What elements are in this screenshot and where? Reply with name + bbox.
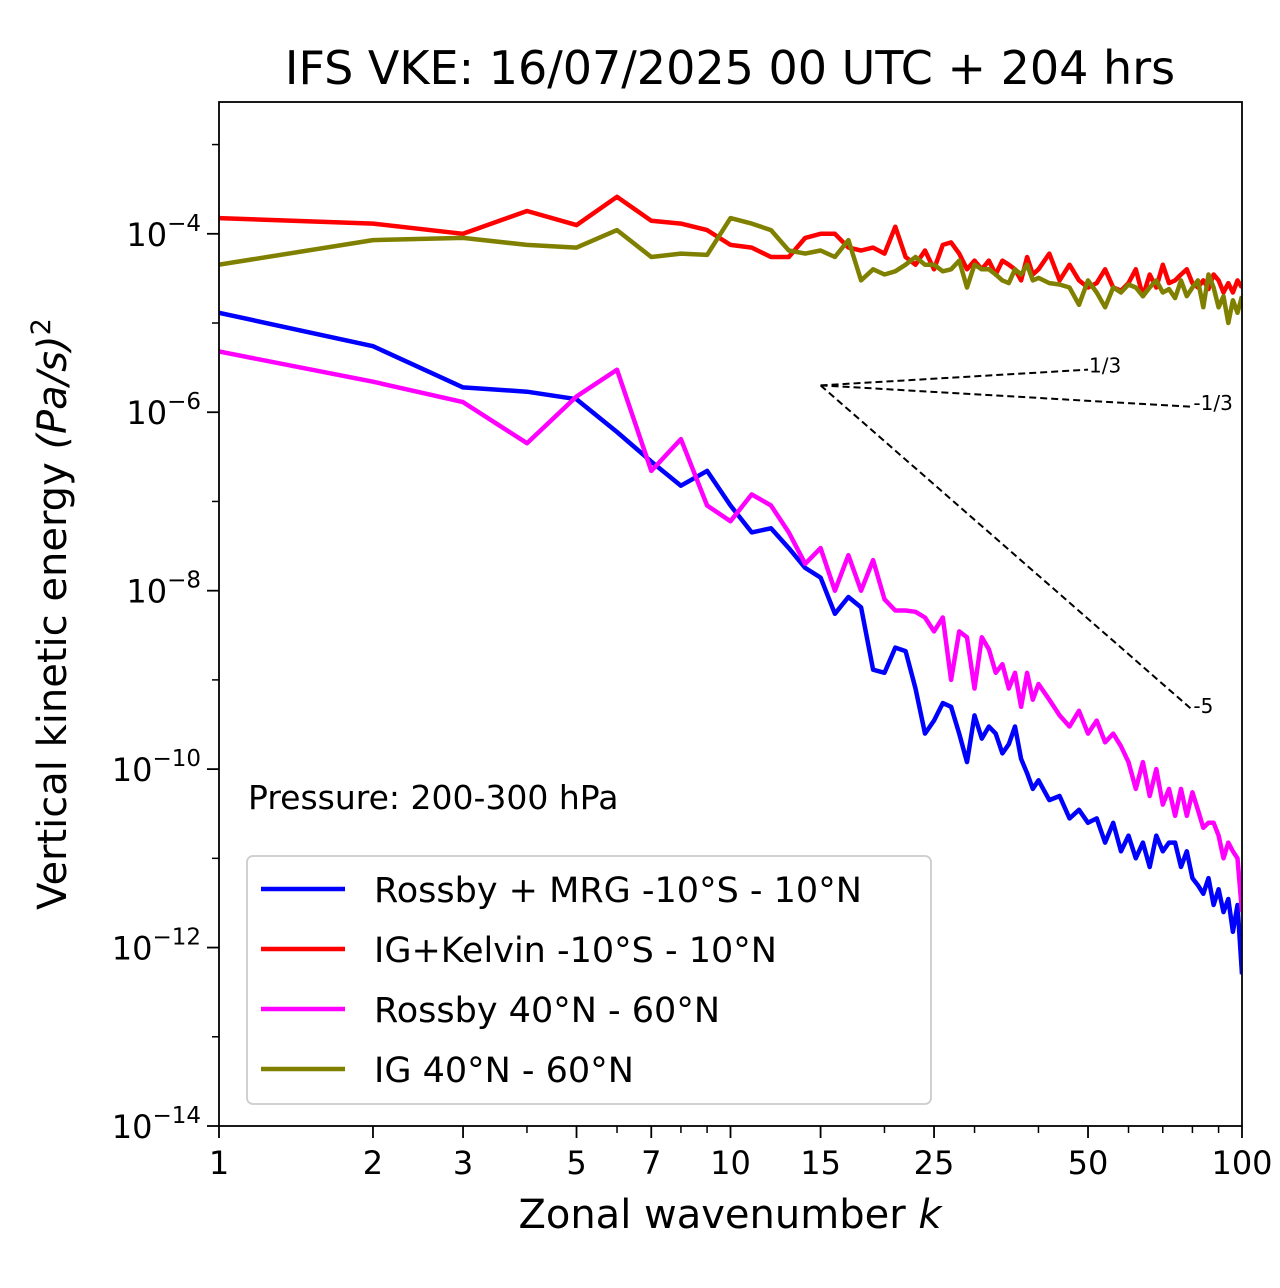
series-line-1: [219, 194, 1242, 299]
reference-line-2: [819, 384, 1194, 711]
y-tick-label: 10−4: [126, 211, 201, 254]
legend: Rossby + MRG -10°S - 10°N IG+Kelvin -10°…: [246, 855, 932, 1105]
y-tick-label: 10−14: [112, 1103, 201, 1146]
x-tick-label: 5: [566, 1144, 586, 1182]
reference-lines: 1/3 -1/3 -5: [819, 354, 1233, 718]
reference-line-label-1: -1/3: [1193, 391, 1232, 415]
reference-line-label-2: -5: [1193, 694, 1213, 718]
y-tick-label: 10−10: [112, 746, 201, 789]
x-axis-label: Zonal wavenumber k: [518, 1192, 943, 1238]
y-tick-label: 10−8: [126, 568, 201, 611]
legend-box: [246, 855, 932, 1105]
series-line-3: [219, 215, 1242, 326]
x-tick-label: 25: [914, 1144, 955, 1182]
x-tick-label: 3: [453, 1144, 473, 1182]
pressure-annotation: Pressure: 200-300 hPa: [248, 778, 618, 817]
legend-label-rossby-mrg: Rossby + MRG -10°S - 10°N: [374, 871, 862, 911]
legend-label-ig-kelvin: IG+Kelvin -10°S - 10°N: [374, 931, 777, 971]
reference-line-0: [820, 368, 1089, 387]
reference-line-label-0: 1/3: [1089, 354, 1121, 378]
y-axis-label: Vertical kinetic energy (Pa/s)2: [26, 318, 76, 910]
legend-label-ig-midlat: IG 40°N - 60°N: [374, 1051, 634, 1091]
x-tick-label: 15: [800, 1144, 841, 1182]
x-axis-ticks: 1 2 3 5 7 10 15 25 50 100: [209, 1126, 1273, 1182]
y-axis-ticks: 10−4 10−6 10−8 10−10 10−12 10−14: [112, 143, 219, 1146]
x-tick-label: 1: [209, 1144, 229, 1182]
y-tick-label: 10−6: [126, 389, 201, 432]
series-line-0: [219, 310, 1242, 975]
y-tick-label: 10−12: [112, 925, 201, 968]
x-tick-label: 10: [710, 1144, 751, 1182]
legend-label-rossby-midlat: Rossby 40°N - 60°N: [374, 991, 720, 1031]
chart-title: IFS VKE: 16/07/2025 00 UTC + 204 hrs: [285, 41, 1175, 95]
x-tick-label: 50: [1068, 1144, 1109, 1182]
x-tick-label: 100: [1211, 1144, 1272, 1182]
series-group: [219, 194, 1242, 975]
x-tick-label: 7: [641, 1144, 661, 1182]
series-line-2: [219, 349, 1242, 913]
x-tick-label: 2: [363, 1144, 383, 1182]
reference-line-1: [820, 384, 1193, 408]
